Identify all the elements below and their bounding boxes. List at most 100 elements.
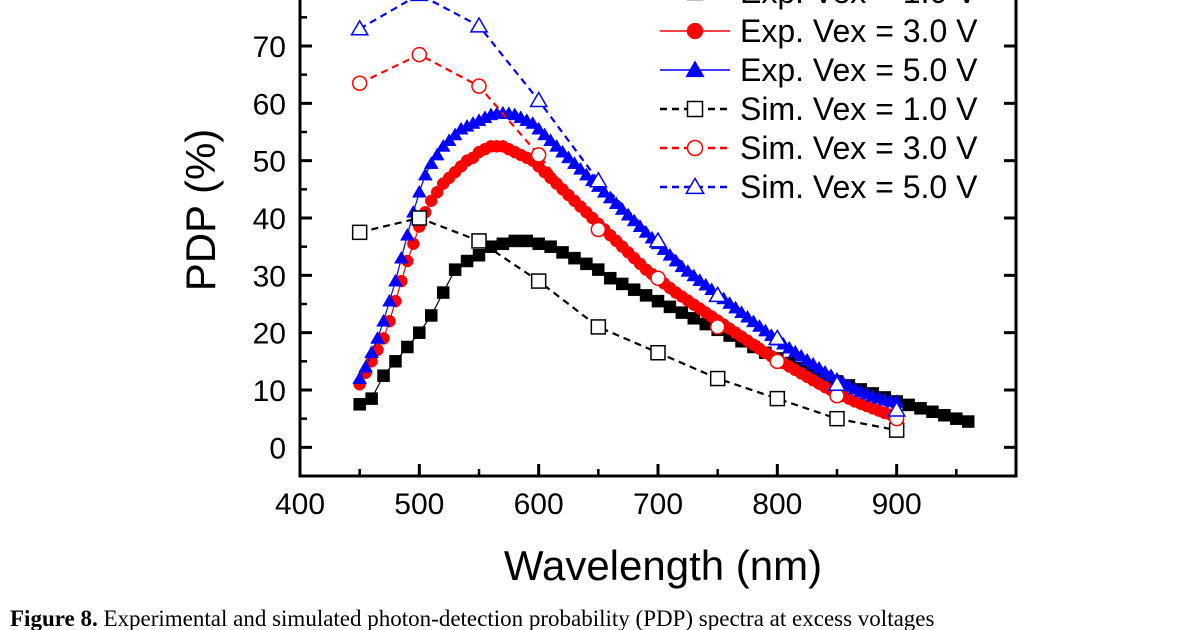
data-point — [537, 127, 553, 141]
x-axis-title: Wavelength (nm) — [504, 542, 822, 589]
data-point — [530, 273, 547, 289]
data-point — [401, 340, 414, 354]
data-point — [656, 242, 672, 255]
data-point — [592, 263, 605, 276]
data-point — [429, 147, 445, 161]
y-tick-label: 40 — [253, 203, 286, 236]
data-point — [709, 370, 726, 387]
y-tick-label: 60 — [253, 88, 286, 121]
series-line — [359, 0, 898, 412]
data-point — [675, 306, 689, 319]
caption-label: Figure 8. — [10, 606, 98, 630]
data-point — [686, 139, 704, 157]
x-tick-label: 800 — [752, 488, 802, 521]
figure-caption: Figure 8. Experimental and simulated pho… — [10, 606, 1200, 630]
data-point — [530, 147, 547, 163]
data-point — [376, 313, 391, 327]
legend-label: Sim. Vex = 3.0 V — [740, 130, 978, 166]
y-tick-label: 10 — [253, 375, 286, 408]
data-point — [531, 121, 547, 135]
data-point — [469, 16, 489, 33]
legend-label: Sim. Vex = 1.0 V — [740, 91, 978, 127]
data-point — [638, 224, 654, 238]
y-tick-label: 20 — [253, 318, 286, 351]
data-point — [448, 263, 462, 276]
y-tick-label: 80 — [253, 0, 286, 7]
data-point — [423, 156, 439, 169]
data-point — [496, 237, 510, 251]
data-point — [394, 250, 409, 264]
data-point — [829, 410, 845, 427]
legend-entry: Exp. Vex = 5.0 V — [660, 52, 978, 88]
x-tick-label: 700 — [633, 488, 683, 521]
data-point — [902, 398, 915, 412]
series-4 — [351, 46, 905, 427]
data-point — [568, 251, 581, 265]
data-point — [389, 355, 402, 368]
series-line — [359, 216, 897, 432]
data-point — [471, 78, 487, 94]
data-point — [579, 167, 594, 181]
x-tick-label: 500 — [394, 488, 444, 521]
data-point — [651, 294, 665, 308]
data-point — [663, 300, 677, 314]
data-point — [769, 390, 786, 407]
data-point — [508, 234, 522, 248]
data-point — [520, 234, 533, 248]
x-tick-label: 400 — [275, 488, 325, 521]
data-point — [411, 210, 428, 226]
data-point — [353, 398, 366, 411]
data-point — [472, 249, 486, 262]
legend-entry: Sim. Vex = 5.0 V — [660, 169, 978, 205]
x-tick-label: 600 — [514, 488, 564, 521]
legend-label: Exp. Vex = 5.0 V — [740, 52, 978, 88]
data-point — [627, 283, 641, 296]
data-point — [620, 207, 636, 221]
data-point — [650, 344, 666, 361]
legend-entry: Exp. Vex = 3.0 V — [660, 13, 978, 49]
data-point — [686, 100, 704, 118]
data-point — [388, 273, 403, 287]
data-point — [648, 231, 668, 248]
data-point — [632, 219, 648, 232]
data-point — [709, 319, 726, 335]
data-point — [365, 392, 378, 405]
legend-label: Sim. Vex = 5.0 V — [740, 169, 978, 205]
data-point — [350, 19, 370, 36]
data-point — [525, 116, 541, 129]
data-point — [377, 369, 390, 382]
data-point — [708, 285, 728, 303]
data-point — [532, 237, 545, 251]
data-point — [914, 402, 927, 415]
series-5 — [350, 0, 907, 417]
y-tick-label: 50 — [253, 146, 286, 179]
caption-text: Experimental and simulated photon-detect… — [103, 606, 935, 630]
data-point — [596, 184, 612, 198]
data-point — [615, 277, 629, 291]
data-point — [590, 319, 607, 335]
data-point — [436, 286, 450, 299]
data-point — [588, 171, 608, 188]
data-point — [650, 270, 666, 286]
y-tick-label: 30 — [253, 260, 286, 293]
data-point — [460, 254, 474, 268]
data-point — [604, 271, 617, 285]
data-point — [938, 408, 951, 422]
legend-entry: Exp. Vex = 1.0 V — [686, 0, 978, 10]
data-point — [769, 353, 786, 370]
data-point — [614, 202, 630, 215]
data-point — [382, 293, 397, 307]
data-point — [351, 75, 368, 92]
data-point — [543, 133, 558, 146]
data-point — [471, 233, 487, 249]
data-point — [590, 221, 607, 238]
legend-label: Exp. Vex = 1.0 V — [740, 0, 978, 10]
data-point — [580, 257, 593, 271]
data-point — [352, 371, 368, 384]
series-3 — [351, 210, 905, 438]
data-point — [686, 22, 704, 40]
data-point — [684, 176, 706, 195]
data-point — [544, 240, 557, 253]
data-point — [351, 224, 368, 241]
